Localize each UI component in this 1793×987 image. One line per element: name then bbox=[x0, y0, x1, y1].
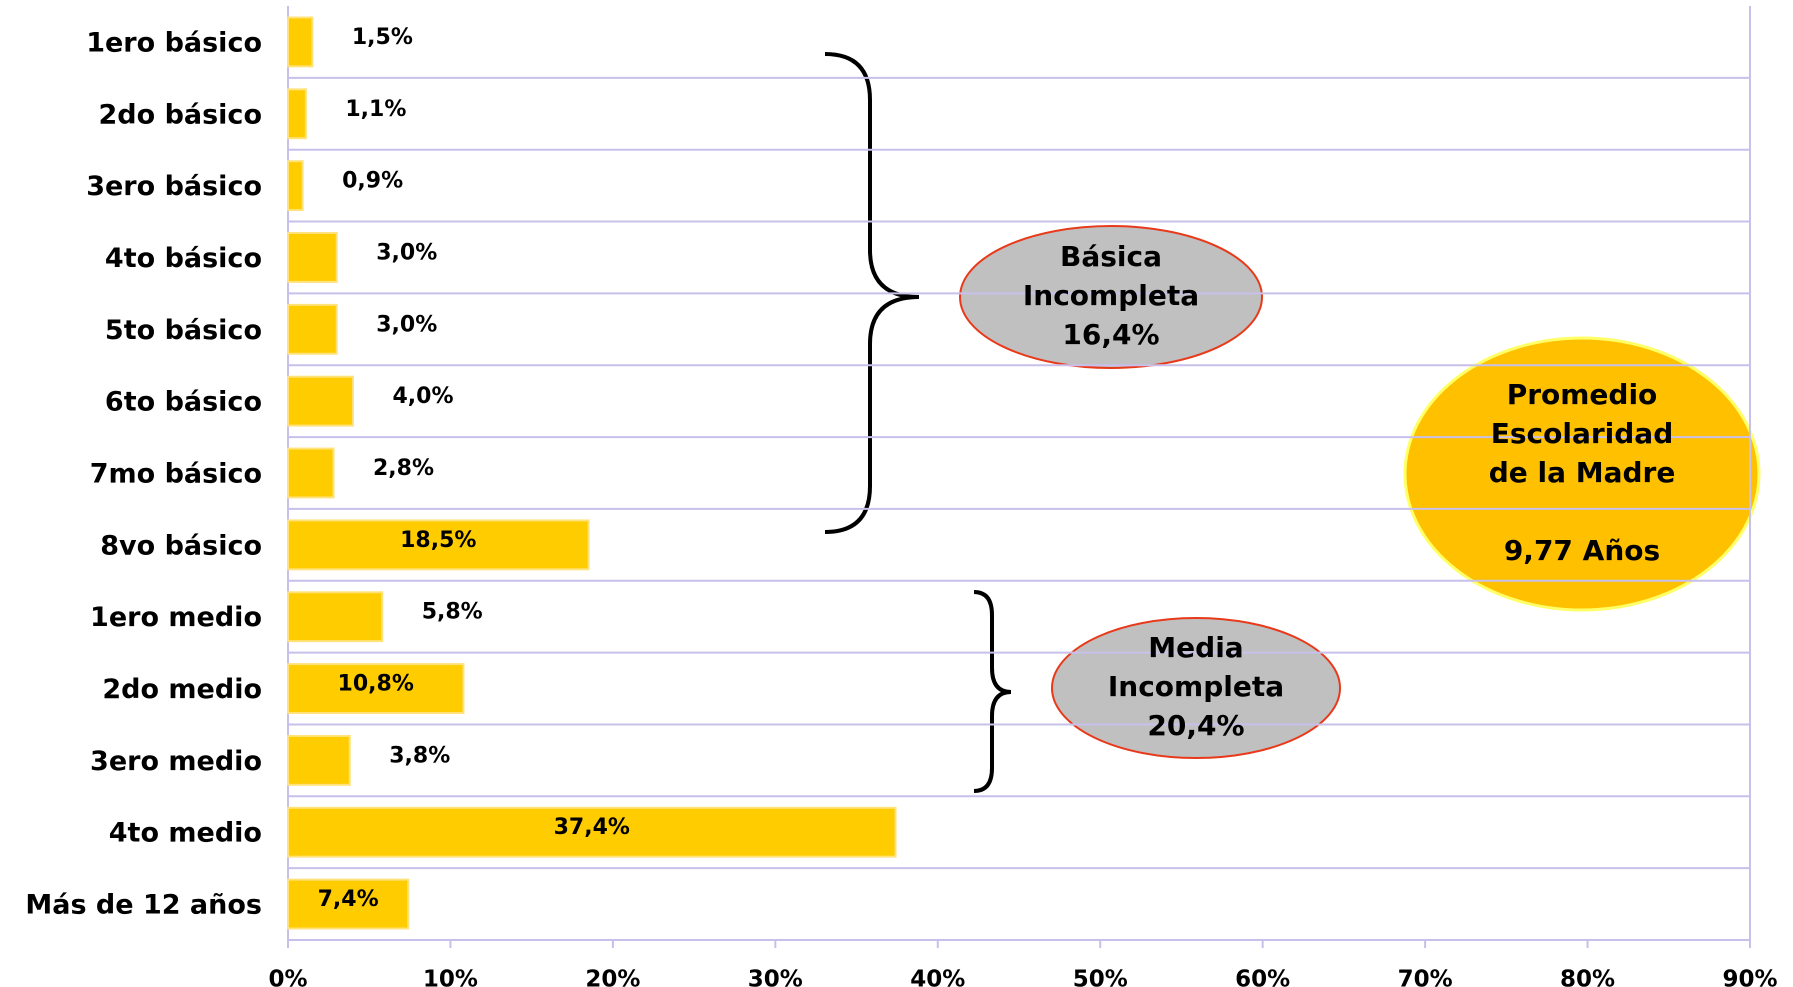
bar bbox=[287, 375, 354, 427]
x-tick-label: 10% bbox=[423, 967, 478, 987]
x-tick-label: 60% bbox=[1235, 967, 1290, 987]
value-label: 3,0% bbox=[376, 240, 437, 265]
bar bbox=[287, 88, 307, 140]
bar bbox=[287, 447, 335, 499]
bar bbox=[287, 878, 410, 930]
value-label: 3,0% bbox=[376, 312, 437, 337]
y-tick-label: 5to básico bbox=[105, 315, 262, 346]
annotation-line: 16,4% bbox=[1062, 318, 1159, 351]
annotation-line: Escolaridad bbox=[1491, 417, 1674, 450]
x-tick-label: 70% bbox=[1398, 967, 1453, 987]
y-tick-label: 4to medio bbox=[109, 818, 262, 849]
y-tick-label: 7mo básico bbox=[90, 459, 262, 490]
annotation-line: de la Madre bbox=[1489, 456, 1676, 489]
bar bbox=[287, 591, 384, 643]
x-tick-label: 0% bbox=[268, 967, 307, 987]
bar bbox=[287, 734, 351, 786]
annotation-line: Incompleta bbox=[1108, 670, 1284, 703]
x-tick-label: 20% bbox=[585, 967, 640, 987]
value-label: 18,5% bbox=[400, 528, 476, 553]
annotation-line: Media bbox=[1148, 631, 1243, 664]
y-tick-label: 2do básico bbox=[99, 99, 263, 130]
x-tick-label: 80% bbox=[1560, 967, 1615, 987]
value-label: 4,0% bbox=[392, 384, 453, 409]
bar bbox=[287, 663, 465, 714]
promedio-ellipse bbox=[1403, 336, 1761, 612]
x-tick-label: 40% bbox=[910, 967, 965, 987]
y-tick-label: 4to básico bbox=[105, 243, 262, 274]
annotation-line: 9,77 Años bbox=[1504, 534, 1660, 567]
value-label: 10,8% bbox=[338, 672, 414, 697]
value-label: 1,1% bbox=[345, 97, 406, 122]
annotation-line: Básica bbox=[1060, 240, 1162, 273]
value-label: 3,8% bbox=[389, 743, 450, 768]
y-tick-label: 3ero básico bbox=[86, 171, 262, 202]
bar bbox=[287, 232, 338, 283]
value-label: 0,9% bbox=[342, 169, 403, 194]
bar bbox=[287, 519, 590, 571]
bar bbox=[287, 16, 314, 68]
value-label: 2,8% bbox=[373, 456, 434, 481]
y-tick-label: 6to básico bbox=[105, 387, 262, 418]
x-tick-label: 30% bbox=[748, 967, 803, 987]
y-tick-label: 2do medio bbox=[102, 674, 262, 705]
annotation-line: 20,4% bbox=[1147, 709, 1244, 742]
y-tick-label: 1ero básico bbox=[86, 27, 262, 58]
brace-media bbox=[973, 590, 1012, 793]
value-label: 1,5% bbox=[352, 25, 413, 50]
y-tick-label: 3ero medio bbox=[90, 746, 262, 777]
y-tick-label: 8vo básico bbox=[100, 530, 262, 561]
value-label: 7,4% bbox=[318, 887, 379, 912]
value-label: 5,8% bbox=[422, 600, 483, 625]
annotation-line: Promedio bbox=[1507, 378, 1658, 411]
y-tick-label: Más de 12 años bbox=[25, 890, 262, 921]
annotation-line: Incompleta bbox=[1023, 279, 1199, 312]
bar bbox=[287, 303, 338, 355]
value-label: 37,4% bbox=[554, 815, 630, 840]
bar bbox=[287, 806, 897, 858]
y-tick-label: 1ero medio bbox=[90, 602, 262, 633]
x-tick-label: 90% bbox=[1722, 967, 1777, 987]
basica-ellipse bbox=[959, 225, 1263, 369]
bar bbox=[287, 160, 304, 212]
x-tick-label: 50% bbox=[1073, 967, 1128, 987]
